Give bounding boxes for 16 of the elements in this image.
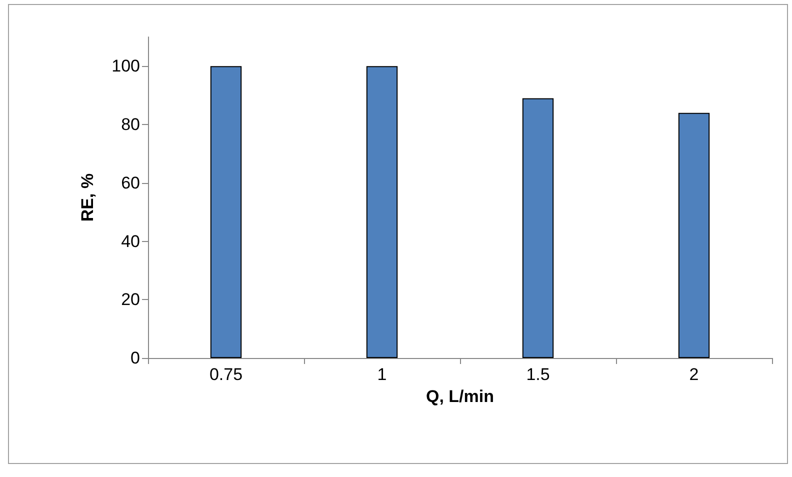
y-tick-label: 20 xyxy=(121,290,140,310)
bar xyxy=(678,112,710,358)
y-axis-title: RE, % xyxy=(78,173,97,222)
x-axis-title: Q, L/min xyxy=(426,387,494,406)
y-tick-label: 0 xyxy=(130,348,140,368)
x-tick-label: 1.5 xyxy=(526,365,550,384)
bar xyxy=(522,98,554,358)
y-tick-label: 80 xyxy=(121,115,140,134)
x-tick-label: 2 xyxy=(689,365,699,384)
bar xyxy=(366,66,398,358)
x-tick-label: 1 xyxy=(377,365,387,384)
x-tick-label: 0.75 xyxy=(209,365,243,384)
y-tick-label: 40 xyxy=(121,232,140,251)
y-tick-label: 100 xyxy=(112,56,140,76)
bar xyxy=(210,66,242,358)
y-tick-label: 60 xyxy=(121,173,140,192)
